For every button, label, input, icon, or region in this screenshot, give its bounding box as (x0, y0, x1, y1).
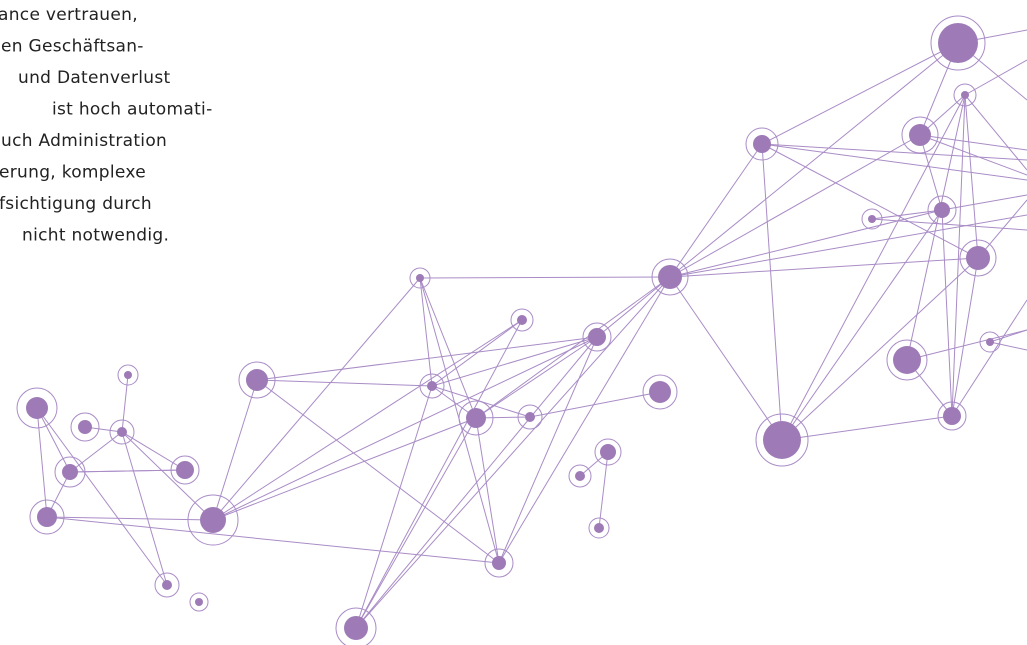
edge (920, 135, 942, 210)
node (176, 461, 194, 479)
edge (907, 330, 1027, 360)
edge (476, 277, 670, 418)
node (124, 371, 132, 379)
edge (670, 258, 978, 277)
node (934, 202, 950, 218)
node (868, 215, 876, 223)
edge (213, 337, 597, 520)
node (594, 523, 604, 533)
edge (213, 418, 476, 520)
node (162, 580, 172, 590)
node (753, 135, 771, 153)
node (117, 427, 127, 437)
text-line: ist hoch automati- (52, 100, 213, 120)
edge (762, 144, 978, 258)
edge (499, 337, 597, 563)
text-line: und Datenverlust (18, 68, 171, 88)
edge (965, 95, 978, 258)
node (575, 471, 585, 481)
edge (762, 144, 1027, 160)
text-line: ance vertrauen, (0, 5, 138, 25)
node (492, 556, 506, 570)
node (966, 246, 990, 270)
node (588, 328, 606, 346)
node (649, 381, 671, 403)
edge (782, 210, 942, 440)
edge (942, 195, 1027, 210)
edge (530, 392, 660, 417)
edge (257, 380, 432, 386)
node (763, 421, 801, 459)
node (525, 412, 535, 422)
edge (670, 277, 782, 440)
edge (213, 278, 420, 520)
edge (942, 210, 952, 416)
edge (70, 432, 122, 472)
edge (965, 95, 1027, 170)
illustration: ance vertrauen, en Geschäftsan-und Datenv… (0, 0, 1027, 645)
edge (213, 380, 257, 520)
edge (37, 408, 167, 585)
node (37, 507, 57, 527)
text-line: en Geschäftsan- (1, 37, 144, 57)
edge (432, 337, 597, 386)
node (600, 444, 616, 460)
node (466, 408, 486, 428)
page: {"text": {"lines": ["ance vertrauen,", "… (0, 0, 1027, 645)
node (195, 598, 203, 606)
text-block: ance vertrauen, en Geschäftsan-und Datenv… (0, 5, 213, 246)
node (658, 265, 682, 289)
node (416, 274, 424, 282)
edge (432, 320, 522, 386)
edge (420, 277, 670, 278)
edge (872, 210, 942, 219)
text-line: erung, komplexe (0, 163, 146, 183)
text-line: fsichtigung durch (0, 194, 152, 214)
text-line: uch Administration (1, 131, 167, 151)
node (938, 23, 978, 63)
edge (599, 452, 608, 528)
network-edges (37, 30, 1027, 628)
node (26, 397, 48, 419)
node (961, 91, 969, 99)
edge (952, 258, 978, 416)
edge (952, 300, 1027, 416)
edge (356, 277, 670, 628)
node (344, 616, 368, 640)
node (200, 507, 226, 533)
node (893, 346, 921, 374)
node (62, 464, 78, 480)
edge (47, 517, 499, 563)
node (986, 338, 994, 346)
text-line: nicht notwendig. (22, 226, 169, 246)
edge (356, 386, 432, 628)
edge (670, 144, 762, 277)
node (246, 369, 268, 391)
node (517, 315, 527, 325)
node (909, 124, 931, 146)
node (427, 381, 437, 391)
edge (356, 418, 476, 628)
edge (122, 432, 213, 520)
node (78, 420, 92, 434)
edge (70, 470, 185, 472)
node (943, 407, 961, 425)
